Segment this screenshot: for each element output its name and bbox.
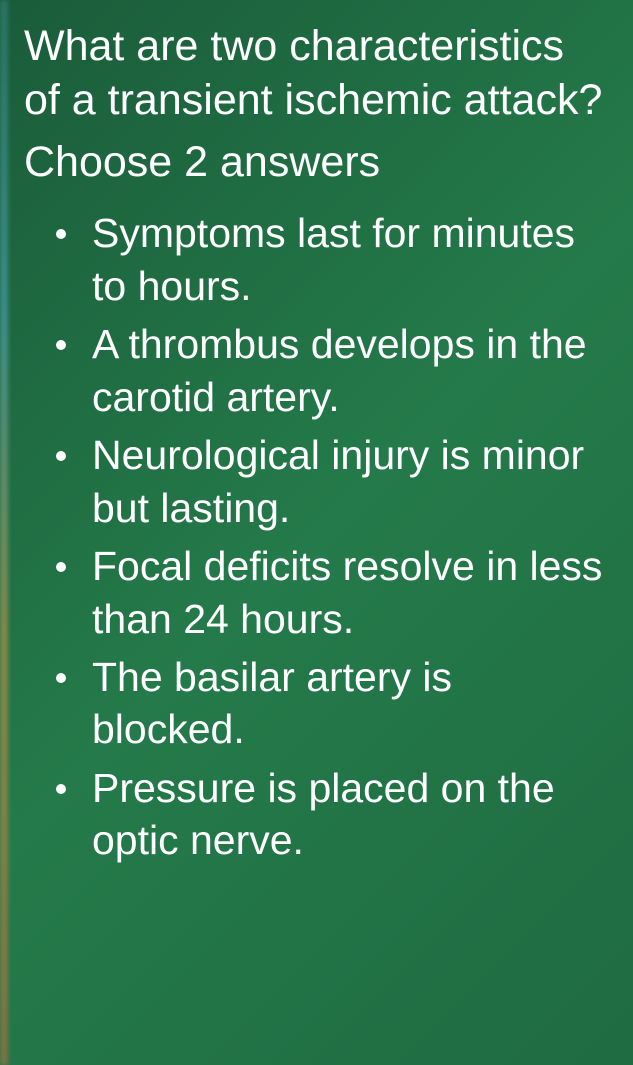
option-label: Neurological injury is minor but lasting… [92,432,584,530]
option-item[interactable]: Symptoms last for minutes to hours. [68,207,609,312]
option-item[interactable]: Neurological injury is minor but lasting… [68,429,609,534]
option-item[interactable]: The basilar artery is blocked. [68,651,609,756]
option-label: The basilar artery is blocked. [92,654,452,752]
option-item[interactable]: Pressure is placed on the optic nerve. [68,762,609,867]
question-text: What are two characteristics of a transi… [24,20,609,128]
option-label: A thrombus develops in the carotid arter… [92,321,587,419]
option-label: Focal deficits resolve in less than 24 h… [92,543,602,641]
option-item[interactable]: A thrombus develops in the carotid arter… [68,318,609,423]
option-label: Pressure is placed on the optic nerve. [92,765,555,863]
instruction-text: Choose 2 answers [24,136,609,190]
option-label: Symptoms last for minutes to hours. [92,210,575,308]
option-item[interactable]: Focal deficits resolve in less than 24 h… [68,540,609,645]
options-list: Symptoms last for minutes to hours. A th… [24,207,609,867]
